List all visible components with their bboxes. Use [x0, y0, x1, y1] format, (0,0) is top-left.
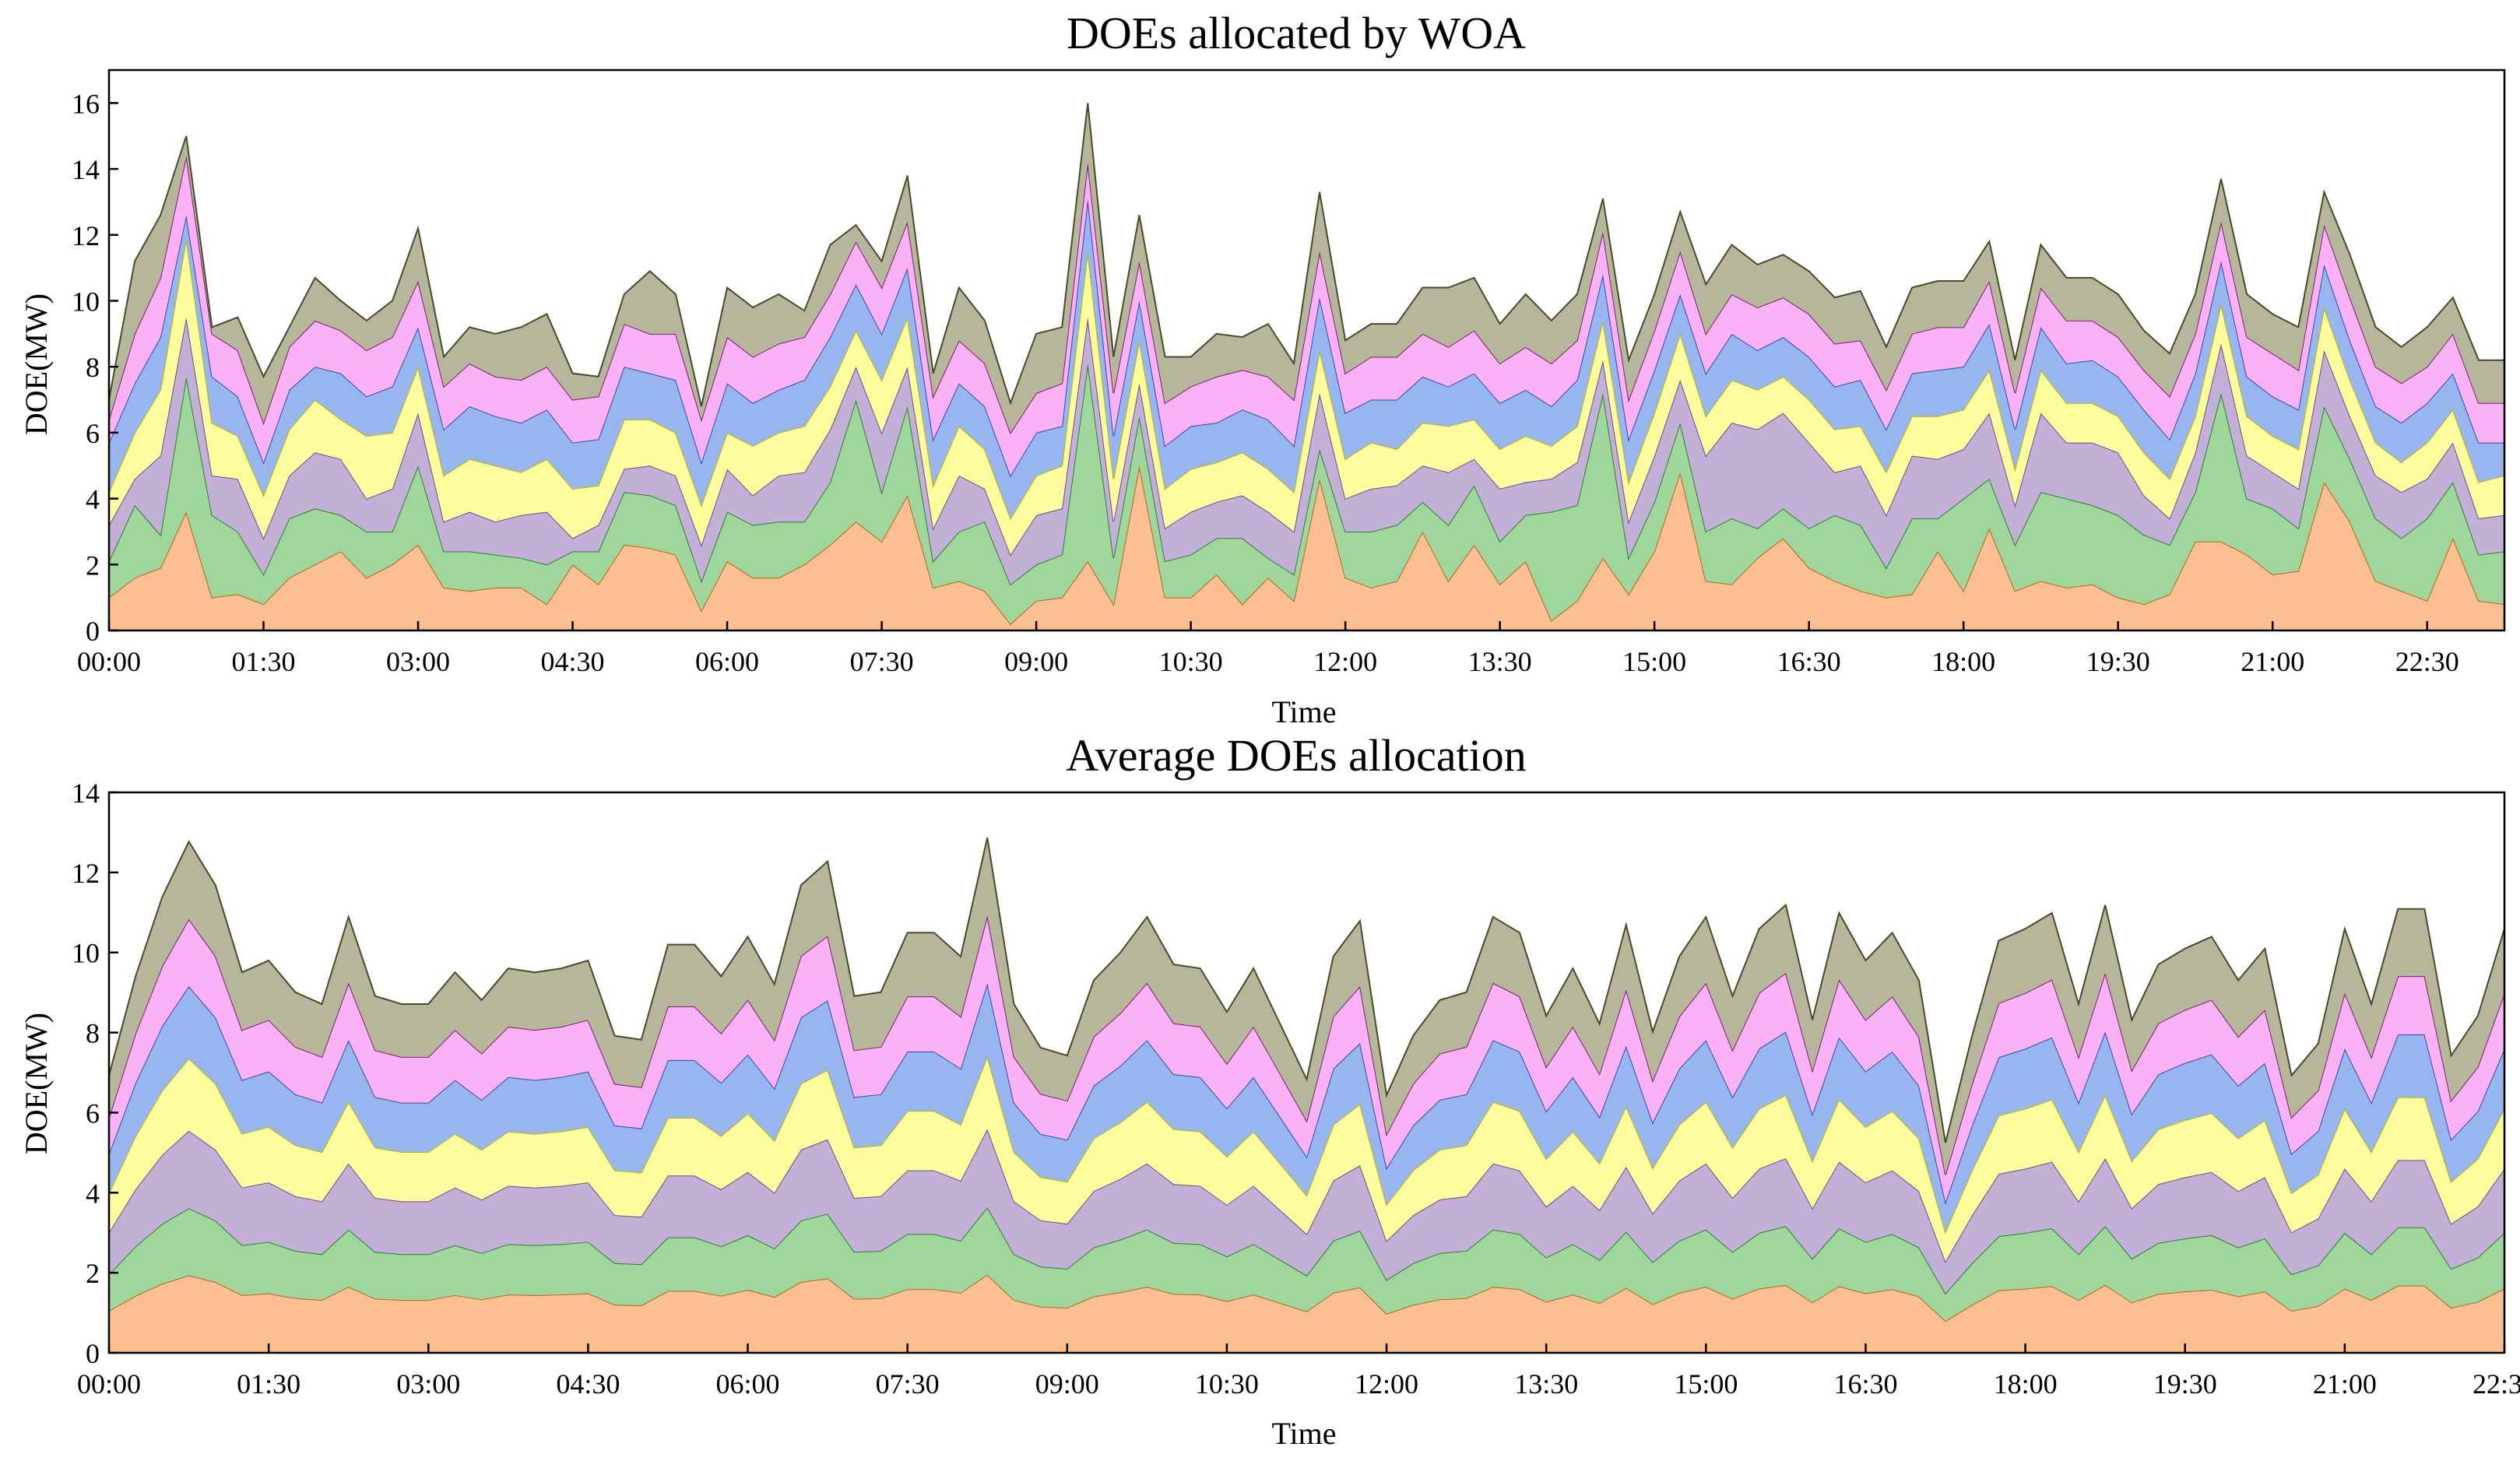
y-tick-label: 8: [86, 352, 100, 383]
layer-6-area: [109, 915, 2504, 1203]
chart-title: Average DOEs allocation: [1066, 730, 1527, 781]
layer-5-area: [109, 983, 2504, 1232]
chart-panel-woa: DOEs allocated by WOA 0 2 4 6 8 10 12 14 16 00:00…: [19, 8, 2506, 729]
y-tick-label: 6: [86, 1098, 100, 1129]
layer-3-area: [109, 1129, 2504, 1294]
x-tick-label: 07:30: [876, 1368, 940, 1400]
x-tick-label: 13:30: [1514, 1368, 1578, 1400]
x-tick-label: 00:00: [77, 646, 141, 677]
x-tick-label: 22:30: [2473, 1368, 2520, 1400]
layer-7-edge: [109, 103, 2504, 407]
plot-area: 0 2 4 6 8 10 12 14 16 00:00 01:30 03:00 04:30 06:00 07…: [72, 68, 2506, 677]
y-tick-label: 10: [72, 286, 100, 317]
x-tick-label: 15:00: [1622, 646, 1686, 677]
y-tick-label: 0: [86, 1338, 100, 1369]
y-tick-label: 12: [72, 220, 100, 251]
plot-frame: [107, 68, 2506, 632]
x-tick-label: 03:00: [386, 646, 450, 677]
x-tick-label: 21:00: [2241, 646, 2304, 677]
area-layers: [109, 103, 2504, 630]
x-tick-label: 04:30: [556, 1368, 620, 1400]
y-axis-label: DOE(MW): [19, 293, 54, 435]
x-tick-label: 18:00: [1994, 1368, 2058, 1400]
y-tick-label: 2: [86, 550, 100, 581]
x-tick-label: 04:30: [541, 646, 605, 677]
layer-4-area: [109, 1055, 2504, 1262]
x-tick-label: 10:30: [1159, 646, 1223, 677]
x-tick-label: 06:00: [716, 1368, 780, 1400]
y-tick-label: 4: [86, 484, 100, 515]
area-layers: [109, 837, 2504, 1353]
layer-7-edge: [109, 837, 2504, 1143]
y-tick-label: 8: [86, 1018, 100, 1049]
layer-7-area: [109, 838, 2504, 1175]
x-tick-label: 09:00: [1004, 646, 1068, 677]
y-tick-label: 6: [86, 418, 100, 449]
plot-area: 0 2 4 6 8 10 12 14 00:00 01:30 03:00 04:30 06:00 07:3…: [72, 778, 2520, 1400]
plot-frame: [107, 791, 2506, 1354]
layer-3-area: [109, 317, 2504, 585]
y-tick-label: 2: [86, 1258, 100, 1289]
x-tick-label: 12:00: [1355, 1368, 1418, 1400]
layer-1-area: [109, 1274, 2504, 1353]
chart-panel-average: Average DOEs allocation 0 2 4 6 8 10 12 14 00:00…: [19, 730, 2520, 1451]
x-tick-label: 12:00: [1313, 646, 1377, 677]
x-tick-label: 16:30: [1777, 646, 1841, 677]
layer-2-area: [109, 1206, 2504, 1322]
x-tick-label: 22:30: [2395, 646, 2459, 677]
y-tick-label: 0: [86, 616, 100, 647]
x-tick-label: 21:00: [2313, 1368, 2377, 1400]
y-tick-label: 14: [72, 154, 100, 185]
y-tick-label: 4: [86, 1178, 100, 1209]
layer-1-area: [109, 465, 2504, 630]
layer-2-area: [109, 363, 2504, 624]
x-tick-label: 09:00: [1035, 1368, 1099, 1400]
x-tick-label: 19:30: [2153, 1368, 2217, 1400]
x-tick-label: 13:30: [1468, 646, 1532, 677]
x-tick-label: 06:00: [695, 646, 759, 677]
x-tick-label: 19:30: [2086, 646, 2150, 677]
x-tick-label: 16:30: [1833, 1368, 1897, 1400]
x-axis-label: Time: [1271, 694, 1336, 729]
x-tick-label: 18:00: [1931, 646, 1995, 677]
y-tick-label: 16: [72, 88, 100, 119]
x-axis-label: Time: [1271, 1416, 1336, 1451]
y-tick-label: 12: [72, 858, 100, 889]
x-tick-label: 01:30: [232, 646, 296, 677]
x-tick-label: 10:30: [1195, 1368, 1259, 1400]
chart-title: DOEs allocated by WOA: [1067, 8, 1526, 58]
x-tick-label: 01:30: [237, 1368, 301, 1400]
x-tick-label: 03:00: [396, 1368, 460, 1400]
y-tick-label: 14: [72, 778, 100, 809]
x-tick-label: 00:00: [77, 1368, 141, 1400]
y-axis-label: DOE(MW): [19, 1013, 54, 1154]
y-tick-label: 10: [72, 938, 100, 969]
x-tick-label: 07:30: [850, 646, 914, 677]
x-tick-label: 15:00: [1674, 1368, 1738, 1400]
